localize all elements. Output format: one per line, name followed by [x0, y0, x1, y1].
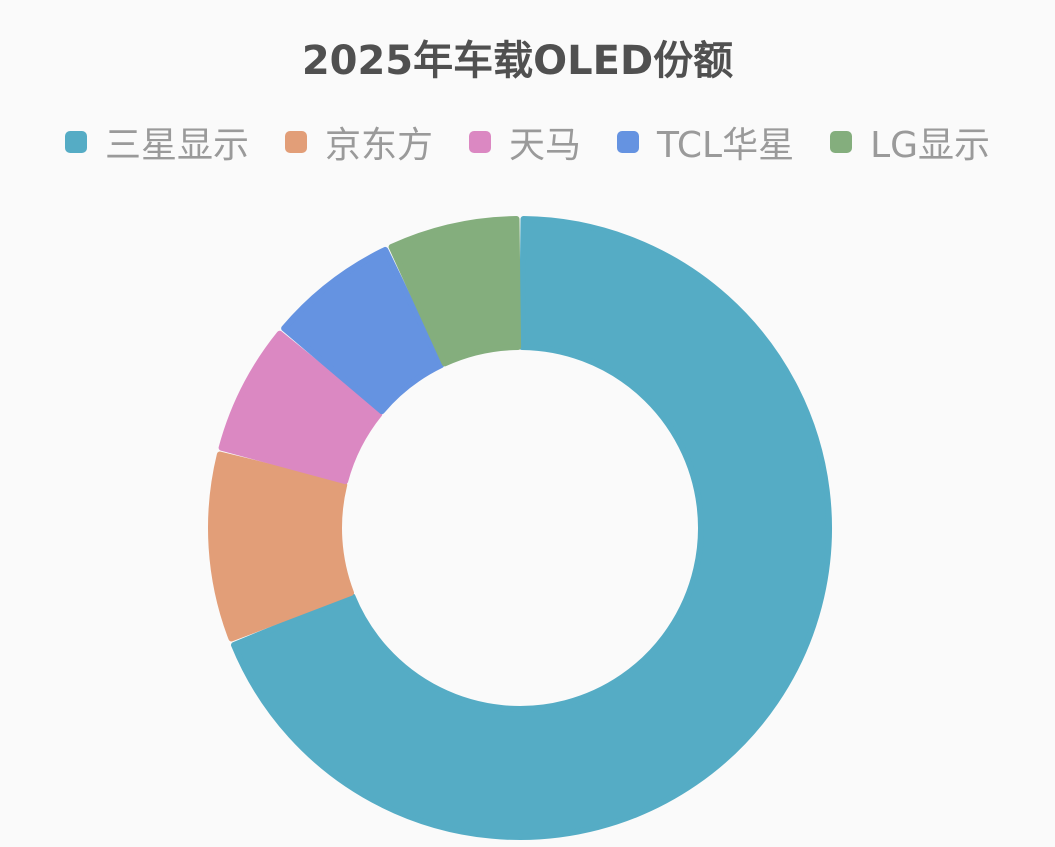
legend-item-tianma[interactable]: 天马 — [468, 116, 581, 168]
legend-label-lg-display: LG显示 — [870, 125, 991, 166]
donut-slice-2[interactable] — [218, 330, 383, 485]
donut-slice-0[interactable] — [231, 216, 832, 840]
legend-swatch-tianma — [468, 131, 491, 153]
legend-label-samsung-display: 三星显示 — [104, 125, 249, 166]
legend-swatch-samsung-display — [64, 131, 87, 153]
legend-swatch-tcl-csot — [617, 131, 639, 153]
donut-slice-4[interactable] — [388, 216, 522, 367]
legend-item-tcl-csot[interactable]: TCL华星 — [617, 116, 794, 168]
chart-title: 2025年车载OLED份额 — [301, 38, 734, 84]
legend-label-tcl-csot: TCL华星 — [657, 125, 795, 166]
legend-item-boe[interactable]: 京东方 — [284, 116, 433, 168]
legend-label-tianma: 天马 — [508, 125, 581, 166]
legend-label-boe: 京东方 — [324, 125, 433, 166]
donut-slice-3[interactable] — [281, 246, 445, 415]
legend-swatch-boe — [284, 131, 307, 153]
legend-swatch-lg-display — [830, 131, 853, 153]
chart-legend: 三星显示 京东方 天马 TCL华星 LG显示 — [0, 116, 1055, 168]
legend-item-samsung-display[interactable]: 三星显示 — [64, 116, 249, 168]
donut-slice-1[interactable] — [208, 451, 355, 642]
legend-item-lg-display[interactable]: LG显示 — [830, 116, 990, 168]
